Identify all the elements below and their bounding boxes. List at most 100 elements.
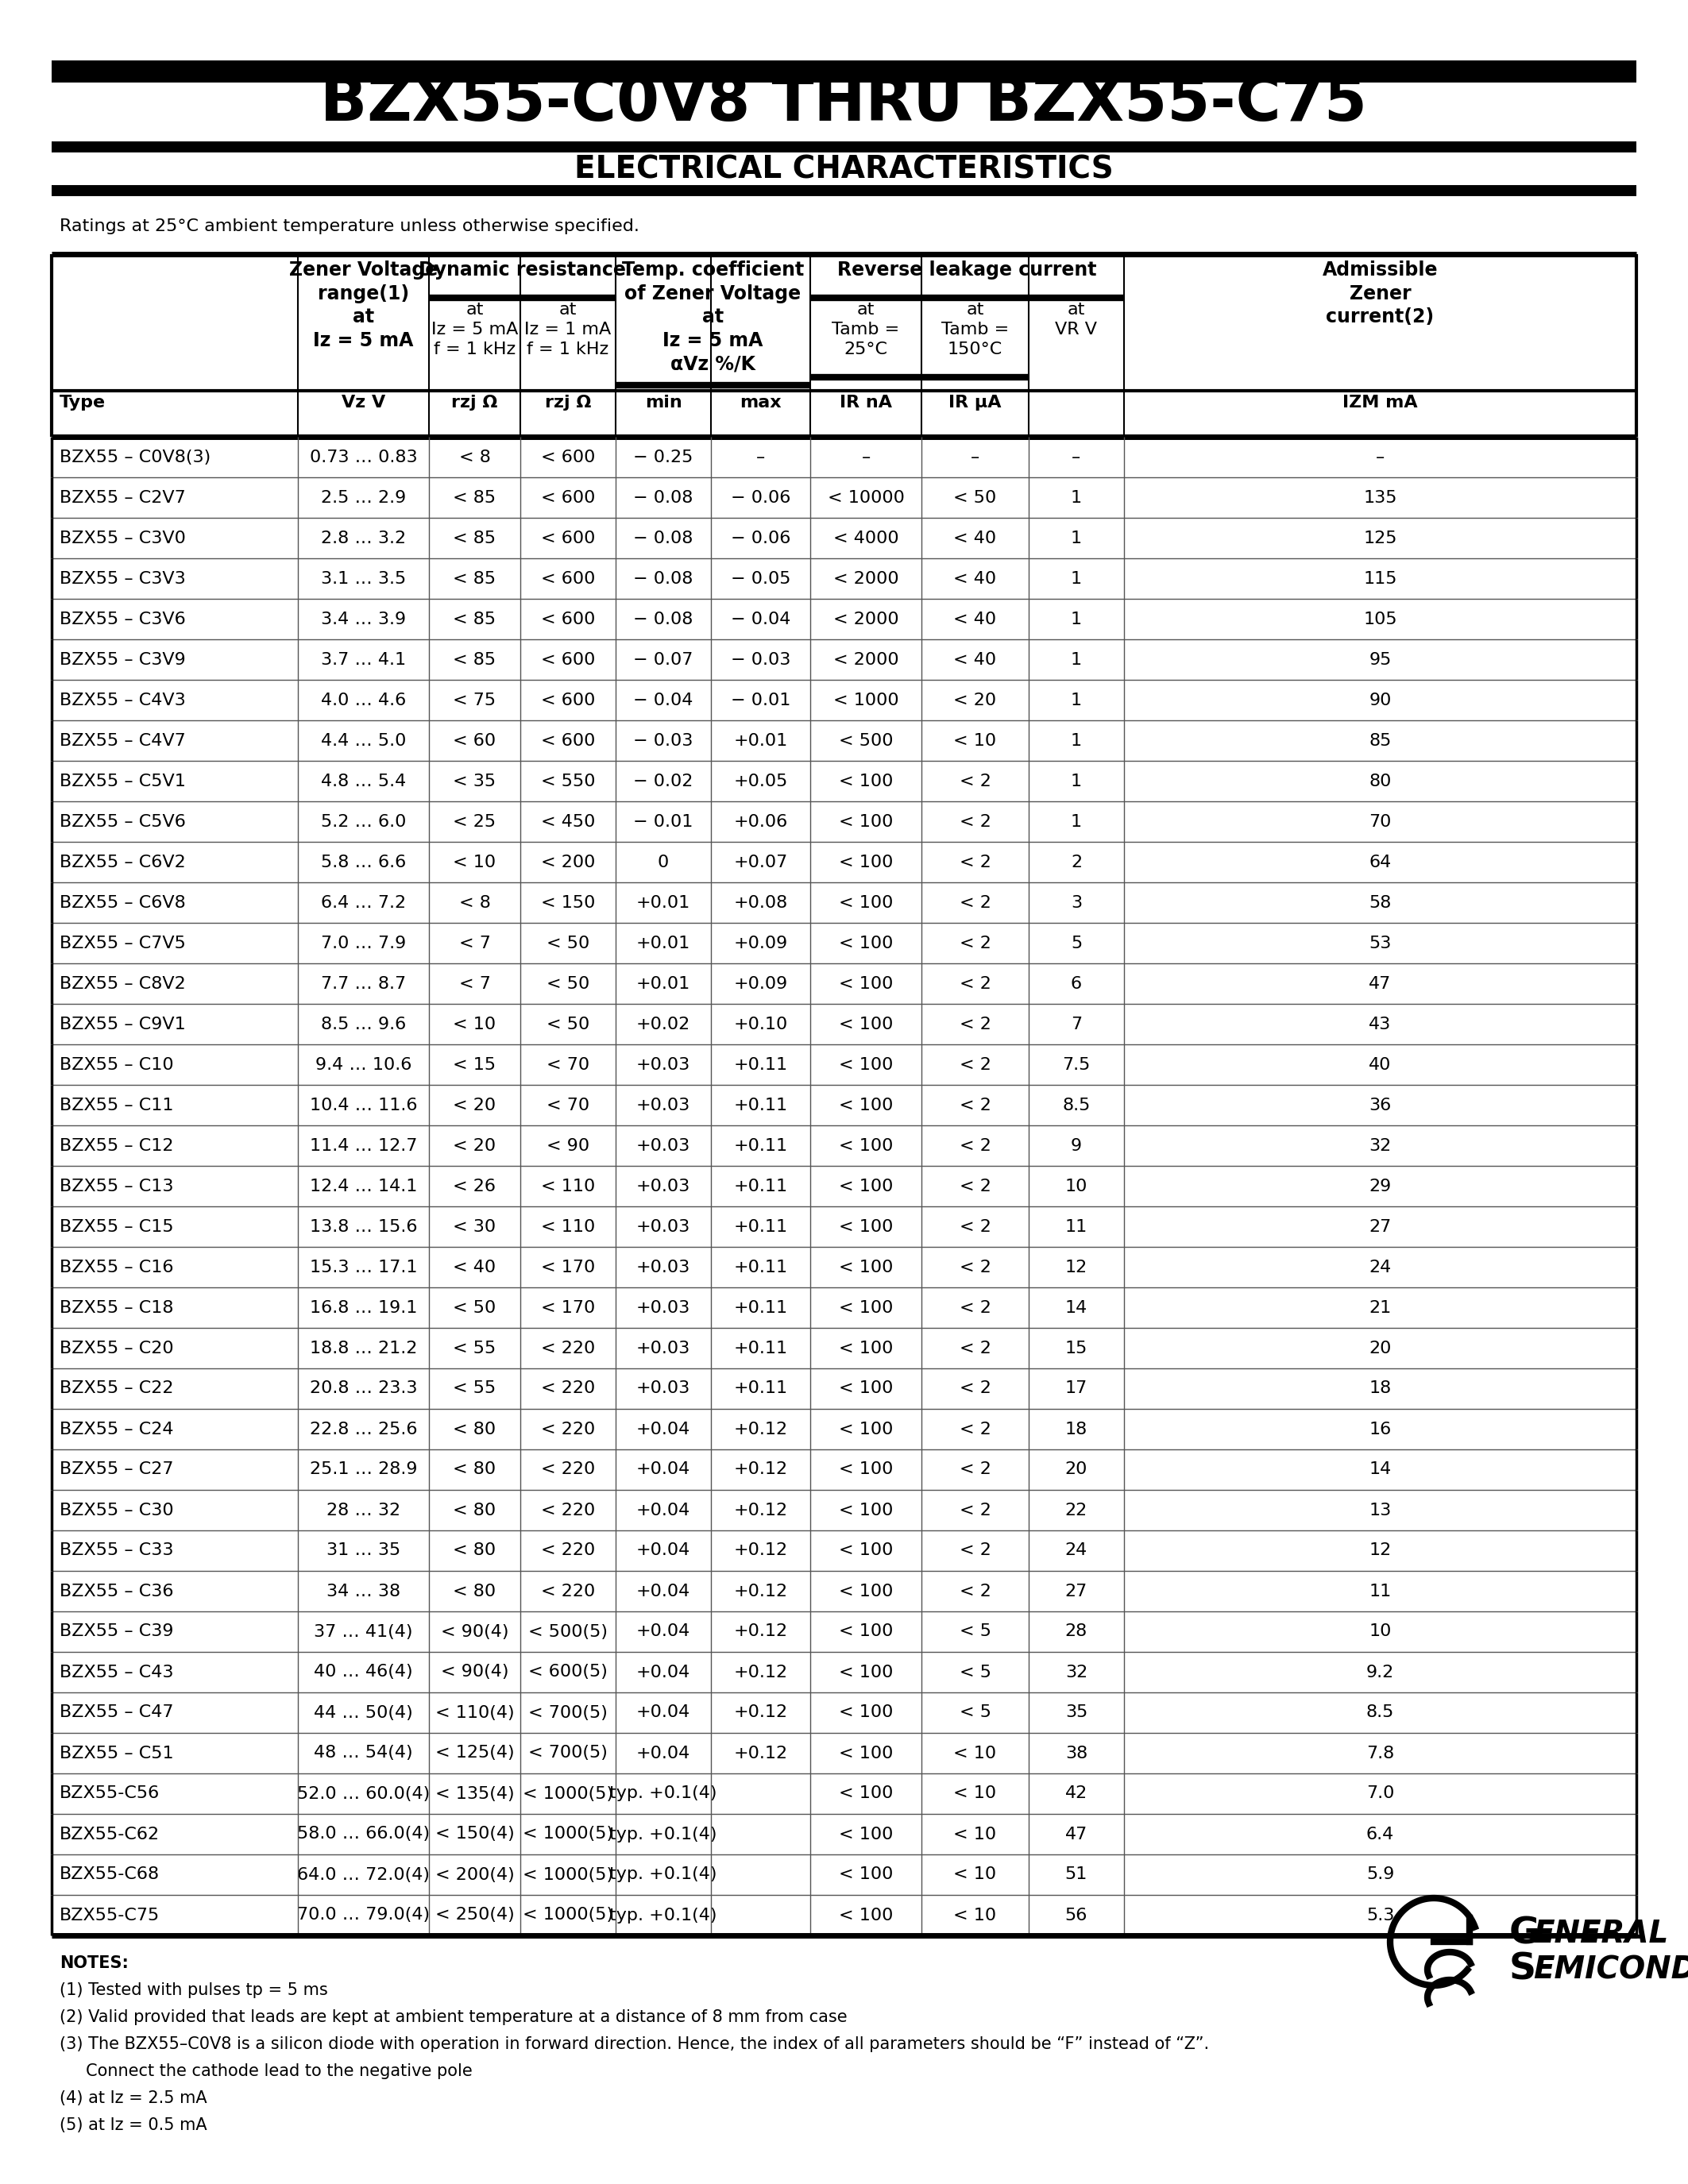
Text: 28: 28 [1065, 1623, 1087, 1640]
Text: < 2: < 2 [959, 1422, 991, 1437]
Text: 11.4 … 12.7: 11.4 … 12.7 [309, 1138, 417, 1153]
Text: < 600: < 600 [540, 531, 596, 546]
Text: 40: 40 [1369, 1057, 1391, 1072]
Text: 20: 20 [1065, 1461, 1087, 1479]
Text: BZX55-C0V8 THRU BZX55-C75: BZX55-C0V8 THRU BZX55-C75 [321, 72, 1367, 133]
Text: +0.03: +0.03 [636, 1260, 690, 1275]
Text: − 0.02: − 0.02 [633, 773, 694, 788]
Text: − 0.05: − 0.05 [731, 570, 790, 587]
Text: +0.04: +0.04 [636, 1623, 690, 1640]
Text: < 110(4): < 110(4) [436, 1706, 515, 1721]
Text: < 10: < 10 [954, 1907, 996, 1924]
Text: − 0.08: − 0.08 [633, 570, 694, 587]
Text: < 30: < 30 [452, 1219, 496, 1234]
Text: < 2: < 2 [959, 1461, 991, 1479]
Text: < 100: < 100 [839, 1138, 893, 1153]
Text: < 35: < 35 [452, 773, 496, 788]
Text: 14: 14 [1369, 1461, 1391, 1479]
Text: < 450: < 450 [540, 815, 596, 830]
Text: +0.03: +0.03 [636, 1096, 690, 1114]
Text: 10: 10 [1369, 1623, 1391, 1640]
Text: +0.01: +0.01 [734, 732, 788, 749]
Text: BZX55 – C36: BZX55 – C36 [59, 1583, 174, 1599]
Text: < 1000(5): < 1000(5) [523, 1907, 613, 1924]
Text: < 2: < 2 [959, 1016, 991, 1033]
Text: < 170: < 170 [540, 1260, 596, 1275]
Text: < 100: < 100 [839, 773, 893, 788]
Text: < 8: < 8 [459, 895, 491, 911]
Text: < 90(4): < 90(4) [441, 1623, 508, 1640]
Text: − 0.04: − 0.04 [633, 692, 694, 708]
Text: +0.07: +0.07 [734, 854, 788, 869]
Text: < 100: < 100 [839, 1907, 893, 1924]
Text: BZX55 – C6V8: BZX55 – C6V8 [59, 895, 186, 911]
Text: +0.11: +0.11 [734, 1138, 788, 1153]
Text: +0.01: +0.01 [636, 895, 690, 911]
Text: BZX55 – C2V7: BZX55 – C2V7 [59, 489, 186, 505]
Text: 13.8 … 15.6: 13.8 … 15.6 [309, 1219, 417, 1234]
Text: < 10: < 10 [954, 1867, 996, 1883]
Text: < 100: < 100 [839, 1503, 893, 1518]
Text: < 2: < 2 [959, 1299, 991, 1315]
Text: S: S [1509, 1952, 1536, 1987]
Text: < 100: < 100 [839, 1341, 893, 1356]
Text: 70: 70 [1369, 815, 1391, 830]
Text: < 50: < 50 [452, 1299, 496, 1315]
Text: typ. +0.1(4): typ. +0.1(4) [609, 1787, 717, 1802]
Text: < 5: < 5 [959, 1623, 991, 1640]
Text: 40 … 46(4): 40 … 46(4) [314, 1664, 414, 1679]
Text: 1: 1 [1070, 651, 1082, 668]
Text: < 80: < 80 [452, 1503, 496, 1518]
Text: +0.01: +0.01 [636, 976, 690, 992]
Text: +0.04: +0.04 [636, 1461, 690, 1479]
Text: < 220: < 220 [540, 1461, 596, 1479]
Text: 7.8: 7.8 [1366, 1745, 1394, 1760]
Text: < 7: < 7 [459, 935, 491, 950]
Text: 95: 95 [1369, 651, 1391, 668]
Text: BZX55 – C7V5: BZX55 – C7V5 [59, 935, 186, 950]
Text: < 600: < 600 [540, 489, 596, 505]
Text: < 5: < 5 [959, 1706, 991, 1721]
Text: < 10: < 10 [954, 732, 996, 749]
Text: BZX55 – C3V9: BZX55 – C3V9 [59, 651, 186, 668]
Text: < 600: < 600 [540, 732, 596, 749]
Text: < 8: < 8 [459, 450, 491, 465]
Text: 2.8 … 3.2: 2.8 … 3.2 [321, 531, 407, 546]
Text: 85: 85 [1369, 732, 1391, 749]
Text: < 600: < 600 [540, 692, 596, 708]
Text: 52.0 … 60.0(4): 52.0 … 60.0(4) [297, 1787, 430, 1802]
Text: BZX55 – C43: BZX55 – C43 [59, 1664, 174, 1679]
Text: < 100: < 100 [839, 1461, 893, 1479]
Text: < 100: < 100 [839, 854, 893, 869]
Text: +0.04: +0.04 [636, 1706, 690, 1721]
Text: < 200(4): < 200(4) [436, 1867, 515, 1883]
Text: 27: 27 [1369, 1219, 1391, 1234]
Text: 8.5: 8.5 [1366, 1706, 1394, 1721]
Text: < 2: < 2 [959, 773, 991, 788]
Text: +0.03: +0.03 [636, 1177, 690, 1195]
Text: 11: 11 [1065, 1219, 1087, 1234]
Text: < 40: < 40 [954, 651, 996, 668]
Text: +0.01: +0.01 [636, 935, 690, 950]
Text: BZX55 – C27: BZX55 – C27 [59, 1461, 174, 1479]
Text: 9.2: 9.2 [1366, 1664, 1394, 1679]
Text: typ. +0.1(4): typ. +0.1(4) [609, 1826, 717, 1841]
Text: < 85: < 85 [452, 489, 496, 505]
Text: 42: 42 [1065, 1787, 1087, 1802]
Text: < 25: < 25 [452, 815, 496, 830]
Text: 7.0: 7.0 [1366, 1787, 1394, 1802]
Text: (1) Tested with pulses tp = 5 ms: (1) Tested with pulses tp = 5 ms [59, 1983, 327, 1998]
Text: < 600: < 600 [540, 651, 596, 668]
Text: < 1000: < 1000 [834, 692, 898, 708]
Text: at
Tamb =
150°C: at Tamb = 150°C [942, 301, 1009, 356]
Text: at
Iz = 1 mA
f = 1 kHz: at Iz = 1 mA f = 1 kHz [525, 301, 611, 356]
Text: BZX55 – C3V6: BZX55 – C3V6 [59, 612, 186, 627]
Text: < 26: < 26 [452, 1177, 496, 1195]
Text: 22.8 … 25.6: 22.8 … 25.6 [309, 1422, 417, 1437]
Text: (4) at Iz = 2.5 mA: (4) at Iz = 2.5 mA [59, 2090, 208, 2105]
Text: < 50: < 50 [547, 1016, 589, 1033]
Text: +0.12: +0.12 [734, 1623, 788, 1640]
Text: at
Iz = 5 mA
f = 1 kHz: at Iz = 5 mA f = 1 kHz [430, 301, 518, 356]
Text: +0.12: +0.12 [734, 1583, 788, 1599]
Text: < 250(4): < 250(4) [436, 1907, 515, 1924]
